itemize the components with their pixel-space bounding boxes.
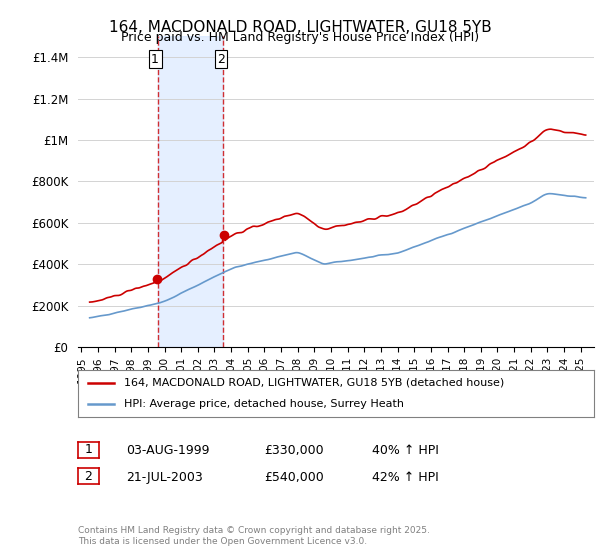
Bar	[158, 36, 223, 347]
Text: £330,000: £330,000	[264, 444, 323, 458]
Text: 164, MACDONALD ROAD, LIGHTWATER, GU18 5YB: 164, MACDONALD ROAD, LIGHTWATER, GU18 5Y…	[109, 20, 491, 35]
Text: £540,000: £540,000	[264, 470, 324, 484]
Text: 03-AUG-1999: 03-AUG-1999	[126, 444, 209, 458]
Text: 2: 2	[85, 469, 92, 483]
Text: 1: 1	[151, 53, 159, 66]
Text: 1: 1	[85, 443, 92, 456]
Text: 164, MACDONALD ROAD, LIGHTWATER, GU18 5YB (detached house): 164, MACDONALD ROAD, LIGHTWATER, GU18 5Y…	[124, 378, 505, 388]
Text: 40% ↑ HPI: 40% ↑ HPI	[372, 444, 439, 458]
Text: Price paid vs. HM Land Registry's House Price Index (HPI): Price paid vs. HM Land Registry's House …	[121, 31, 479, 44]
Text: 42% ↑ HPI: 42% ↑ HPI	[372, 470, 439, 484]
Text: 21-JUL-2003: 21-JUL-2003	[126, 470, 203, 484]
Text: 2: 2	[217, 53, 225, 66]
Text: HPI: Average price, detached house, Surrey Heath: HPI: Average price, detached house, Surr…	[124, 399, 404, 409]
Text: Contains HM Land Registry data © Crown copyright and database right 2025.
This d: Contains HM Land Registry data © Crown c…	[78, 526, 430, 546]
